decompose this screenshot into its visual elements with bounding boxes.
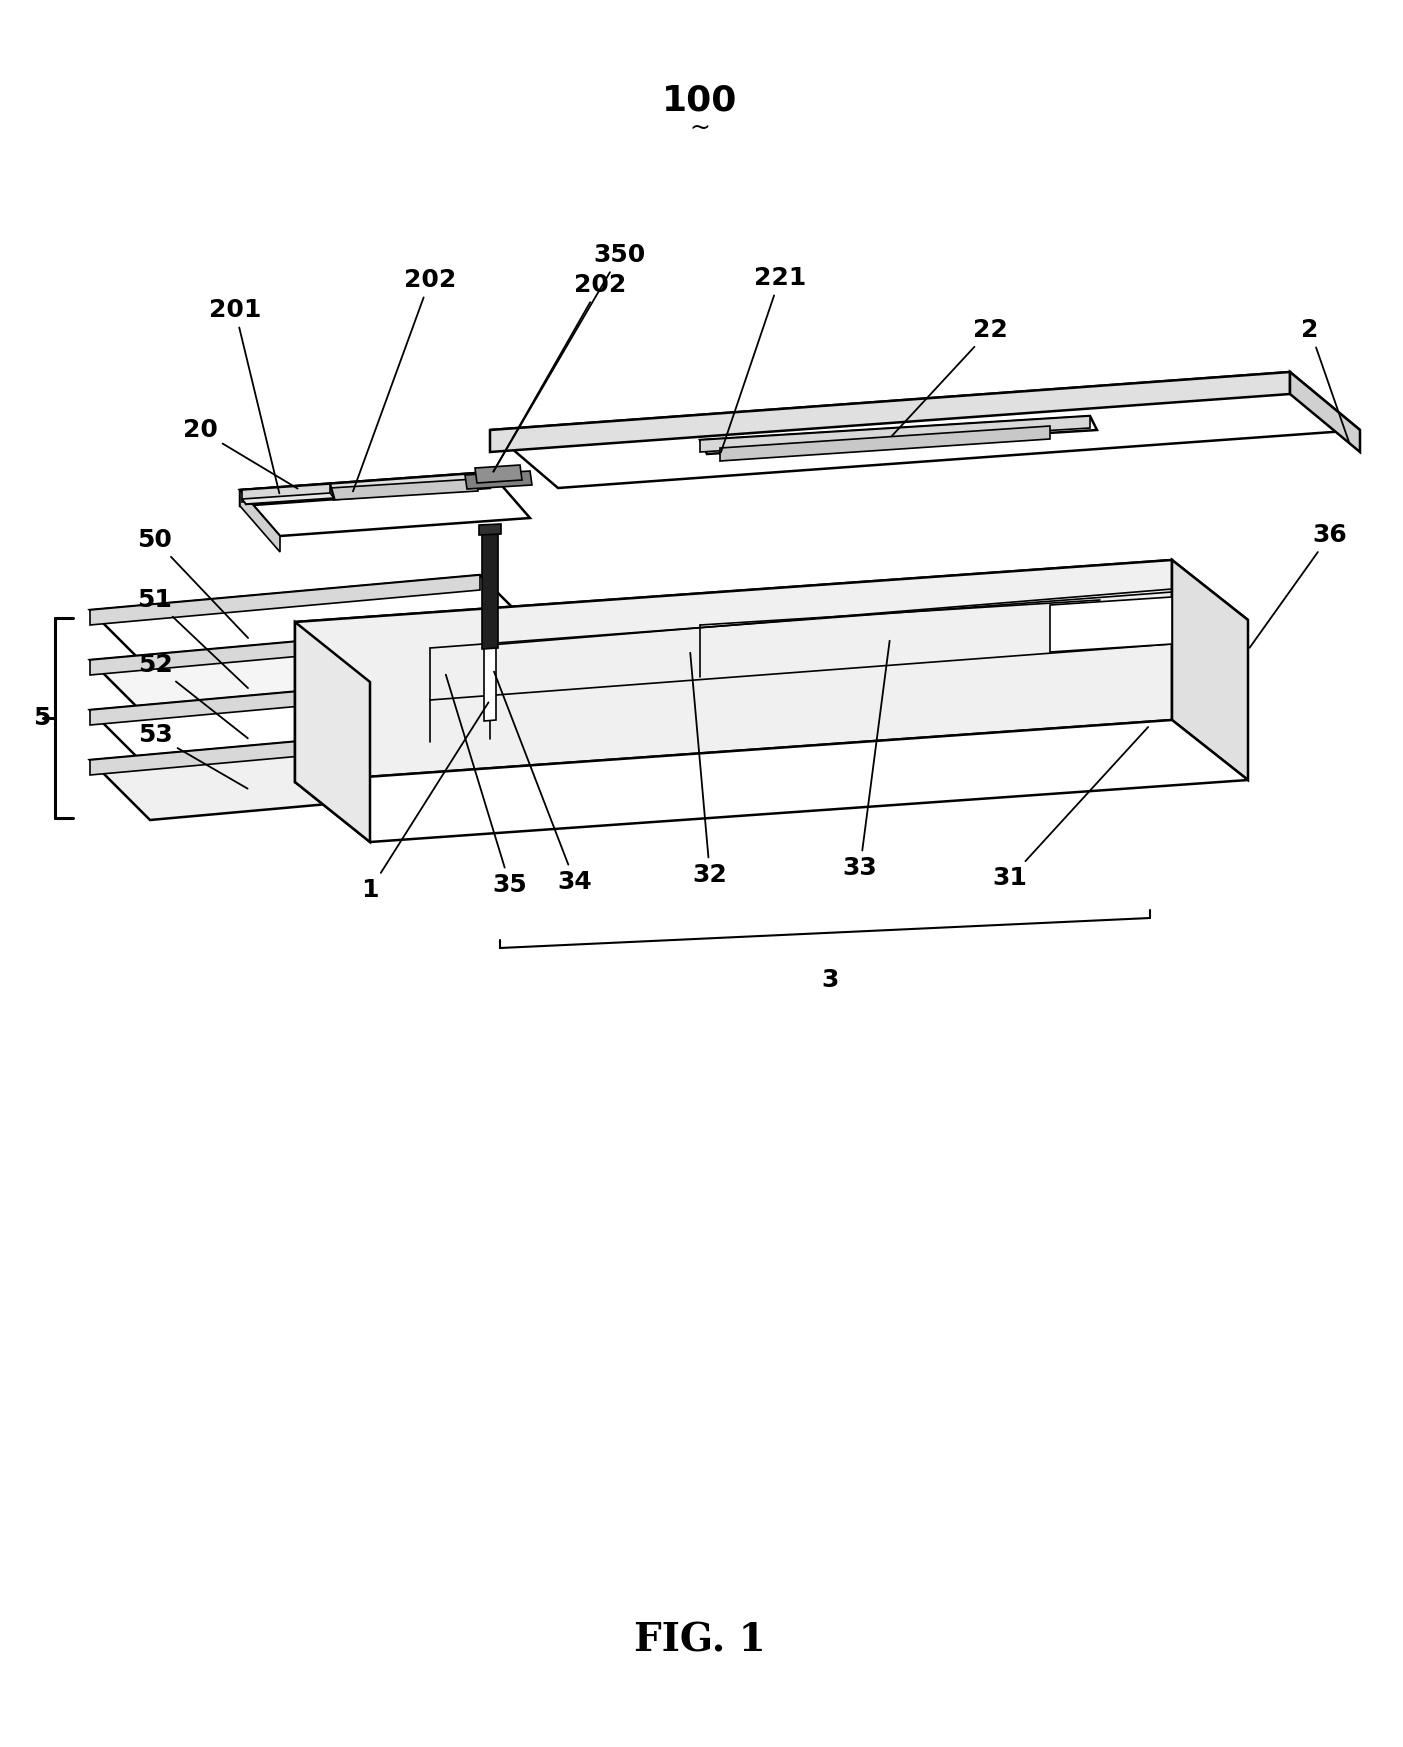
Text: 1: 1: [361, 702, 488, 901]
Text: 33: 33: [843, 641, 890, 880]
Text: 35: 35: [446, 674, 528, 896]
Polygon shape: [490, 372, 1360, 487]
Polygon shape: [478, 524, 501, 535]
Text: 22: 22: [892, 318, 1007, 437]
Polygon shape: [241, 493, 334, 503]
Polygon shape: [90, 625, 480, 674]
Text: 3: 3: [821, 968, 839, 992]
Polygon shape: [700, 416, 1090, 452]
Text: 2: 2: [1302, 318, 1350, 442]
Polygon shape: [90, 725, 540, 819]
Polygon shape: [90, 674, 480, 725]
Polygon shape: [295, 561, 1249, 681]
Text: 51: 51: [137, 589, 248, 688]
Polygon shape: [720, 426, 1049, 461]
Polygon shape: [484, 646, 497, 722]
Polygon shape: [90, 575, 480, 625]
Polygon shape: [240, 472, 530, 536]
Polygon shape: [295, 561, 1172, 783]
Polygon shape: [1289, 372, 1360, 452]
Text: 50: 50: [137, 528, 248, 638]
Text: 52: 52: [137, 653, 248, 739]
Text: 53: 53: [137, 723, 247, 788]
Polygon shape: [483, 529, 498, 648]
Text: 5: 5: [34, 706, 51, 730]
Text: 350: 350: [494, 243, 647, 472]
Polygon shape: [1172, 561, 1249, 779]
Polygon shape: [1049, 597, 1172, 652]
Polygon shape: [476, 465, 522, 482]
Polygon shape: [90, 725, 480, 776]
Text: 201: 201: [209, 299, 279, 493]
Polygon shape: [241, 484, 334, 503]
Polygon shape: [90, 674, 540, 770]
Text: FIG. 1: FIG. 1: [634, 1621, 766, 1660]
Text: 36: 36: [1250, 522, 1347, 648]
Text: 34: 34: [494, 671, 592, 894]
Text: 20: 20: [182, 418, 297, 489]
Text: 32: 32: [690, 653, 727, 887]
Text: ~: ~: [689, 115, 710, 140]
Polygon shape: [240, 489, 281, 552]
Text: 202: 202: [354, 267, 456, 491]
Text: 100: 100: [662, 84, 738, 117]
Text: 221: 221: [721, 266, 807, 452]
Polygon shape: [90, 625, 540, 720]
Polygon shape: [240, 472, 490, 507]
Polygon shape: [295, 720, 1249, 842]
Text: 202: 202: [494, 273, 626, 472]
Polygon shape: [295, 622, 370, 842]
Text: 31: 31: [992, 727, 1148, 889]
Polygon shape: [330, 479, 478, 500]
Polygon shape: [490, 372, 1289, 452]
Polygon shape: [90, 575, 540, 671]
Polygon shape: [241, 484, 330, 501]
Polygon shape: [464, 472, 532, 489]
Polygon shape: [700, 416, 1097, 454]
